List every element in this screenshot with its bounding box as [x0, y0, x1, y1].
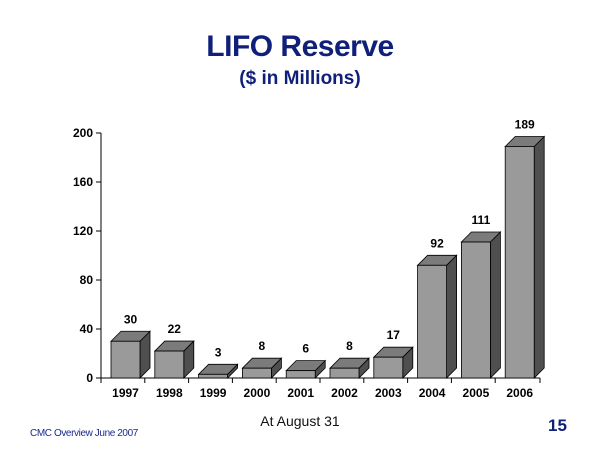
- data-label: 3: [215, 345, 222, 359]
- data-label: 6: [302, 342, 309, 356]
- x-tick-label: 2003: [375, 386, 402, 400]
- x-tick-label: 2002: [331, 386, 358, 400]
- y-tick-label: 160: [73, 175, 93, 189]
- x-axis-caption: At August 31: [260, 413, 340, 429]
- y-tick-label: 0: [86, 371, 93, 385]
- x-tick-label: 2001: [287, 386, 314, 400]
- bar: [373, 356, 404, 379]
- page-number: 15: [548, 416, 567, 435]
- x-tick-label: 2005: [463, 386, 490, 400]
- bar: [241, 367, 272, 379]
- data-label: 8: [259, 339, 266, 353]
- chart-bars: [110, 135, 546, 379]
- y-tick-label: 200: [73, 126, 93, 140]
- bar: [504, 146, 535, 379]
- y-tick-label: 120: [73, 224, 93, 238]
- bar-side: [533, 135, 545, 379]
- chart-axes: 0 40 80 120 160 200: [73, 126, 541, 385]
- chart-labels: 30 1997 22 1998 3 1999 8 2000 6 2001 8 2002 17 2003 92…: [112, 117, 535, 400]
- bar: [460, 241, 491, 379]
- bar: [329, 367, 360, 379]
- bar: [154, 350, 185, 379]
- data-label: 22: [168, 322, 182, 336]
- bar: [417, 264, 448, 379]
- x-tick-label: 2000: [244, 386, 271, 400]
- x-tick-label: 1999: [200, 386, 227, 400]
- x-tick-label: 2004: [419, 386, 446, 400]
- bar: [285, 370, 316, 379]
- x-tick-label: 1997: [112, 386, 139, 400]
- y-tick-label: 40: [80, 322, 94, 336]
- bar: [198, 373, 229, 379]
- x-tick-label: 1998: [156, 386, 183, 400]
- x-tick-label: 2006: [506, 386, 533, 400]
- data-label: 111: [472, 213, 491, 227]
- data-label: 92: [430, 236, 444, 250]
- data-label: 8: [346, 339, 353, 353]
- y-tick-label: 80: [80, 273, 94, 287]
- chart-subtitle: ($ in Millions): [239, 68, 361, 89]
- chart-title: LIFO Reserve: [206, 30, 394, 63]
- data-label: 189: [515, 117, 535, 131]
- footer-note: CMC Overview June 2007: [30, 428, 138, 439]
- bar-side: [446, 254, 458, 379]
- data-label: 30: [124, 312, 138, 326]
- bar-side: [489, 231, 501, 379]
- data-label: 17: [387, 328, 401, 342]
- bar: [110, 340, 141, 379]
